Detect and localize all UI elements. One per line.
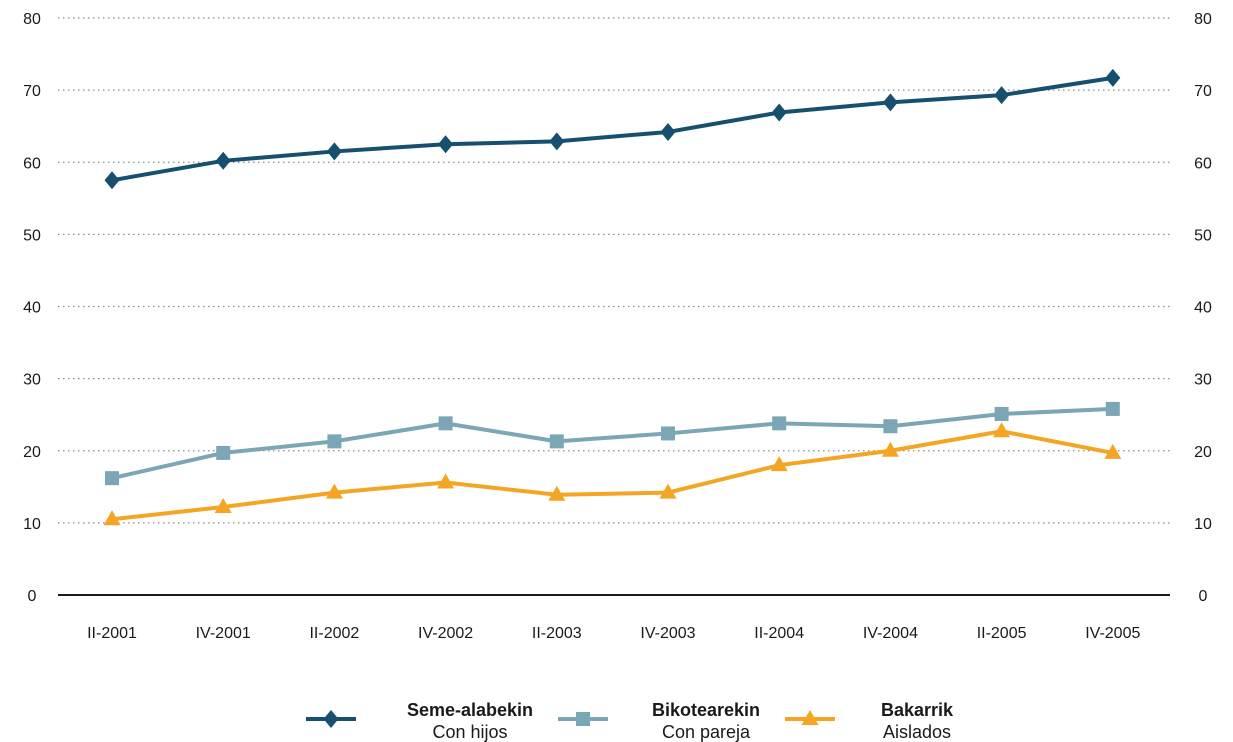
series-line xyxy=(111,406,1113,481)
data-point xyxy=(214,498,232,514)
data-point xyxy=(216,445,231,460)
x-tick-label: II-2005 xyxy=(977,625,1027,642)
x-tick-label: IV-2002 xyxy=(418,625,473,642)
legend-label: Seme-alabekin xyxy=(407,700,533,720)
data-point xyxy=(215,151,231,170)
data-point xyxy=(883,419,898,434)
x-tick-label: II-2004 xyxy=(754,625,804,642)
data-point xyxy=(660,122,676,141)
data-point xyxy=(882,93,898,112)
data-point xyxy=(994,406,1009,421)
legend-sublabel: Con hijos xyxy=(432,722,507,742)
y-tick-label-right: 80 xyxy=(1194,11,1212,28)
y-tick-label-right: 70 xyxy=(1194,83,1212,100)
data-point xyxy=(1105,401,1120,416)
x-axis: II-2001 IV-2001 II-2002 IV-2002 II-2003 IV-20… xyxy=(87,625,1140,642)
data-point xyxy=(325,483,343,499)
data-point xyxy=(438,416,453,431)
data-point xyxy=(326,142,342,161)
data-point xyxy=(994,86,1010,105)
data-point xyxy=(549,434,564,449)
data-point xyxy=(105,471,119,486)
data-point xyxy=(104,171,120,190)
data-point xyxy=(1105,68,1121,87)
y-tick-label-left: 70 xyxy=(23,83,41,100)
data-point xyxy=(437,473,455,489)
legend-sublabel: Aislados xyxy=(883,722,951,742)
y-tick-label-left: 10 xyxy=(23,516,41,533)
y-tick-label-right: 0 xyxy=(1199,588,1208,605)
legend-swatch-marker xyxy=(323,710,339,728)
data-point xyxy=(881,441,899,457)
y-tick-label-left: 30 xyxy=(23,372,41,389)
data-point xyxy=(1104,443,1122,459)
series-line xyxy=(111,429,1114,522)
x-tick-label: IV-2001 xyxy=(196,625,251,642)
x-tick-label: II-2001 xyxy=(87,625,137,642)
x-tick-label: II-2002 xyxy=(309,625,359,642)
data-point xyxy=(772,416,787,431)
x-tick-label: IV-2003 xyxy=(640,625,695,642)
series-lines xyxy=(103,68,1122,526)
y-tick-label-left: 20 xyxy=(23,444,41,461)
y-tick-label-left: 80 xyxy=(23,11,41,28)
y-tick-label-right: 10 xyxy=(1194,516,1212,533)
x-tick-label: IV-2004 xyxy=(863,625,918,642)
y-tick-label-right: 50 xyxy=(1194,227,1212,244)
series-square xyxy=(105,401,1120,486)
y-tick-label-left: 60 xyxy=(23,155,41,172)
data-point xyxy=(438,135,454,154)
data-point xyxy=(103,510,121,526)
y-tick-label-right: 20 xyxy=(1194,444,1212,461)
legend-sublabel: Con pareja xyxy=(662,722,751,742)
y-tick-label-left: 40 xyxy=(23,300,41,317)
data-point xyxy=(993,422,1011,438)
legend-label: Bikotearekin xyxy=(652,700,760,720)
y-axis-left: 0 10 20 30 40 50 60 70 80 xyxy=(23,11,41,605)
x-tick-label: II-2003 xyxy=(532,625,582,642)
series-diamond xyxy=(104,68,1121,190)
series-line xyxy=(111,75,1114,183)
y-tick-label-right: 30 xyxy=(1194,372,1212,389)
x-tick-label: IV-2005 xyxy=(1085,625,1140,642)
y-tick-label-left: 50 xyxy=(23,227,41,244)
y-tick-label-left: 0 xyxy=(28,588,37,605)
y-tick-label-right: 40 xyxy=(1194,300,1212,317)
series-triangle xyxy=(103,422,1122,526)
legend-swatch-marker xyxy=(801,710,819,725)
legend-swatch-marker xyxy=(576,712,590,726)
data-point xyxy=(659,483,677,499)
data-point xyxy=(548,485,566,501)
y-axis-right: 0 10 20 30 40 50 60 70 80 xyxy=(1194,11,1212,605)
data-point xyxy=(771,103,787,122)
y-tick-label-right: 60 xyxy=(1194,155,1212,172)
data-point xyxy=(770,456,788,472)
legend-label: Bakarrik xyxy=(881,700,954,720)
data-point xyxy=(661,426,675,441)
data-point xyxy=(327,434,342,449)
data-point xyxy=(549,132,565,151)
